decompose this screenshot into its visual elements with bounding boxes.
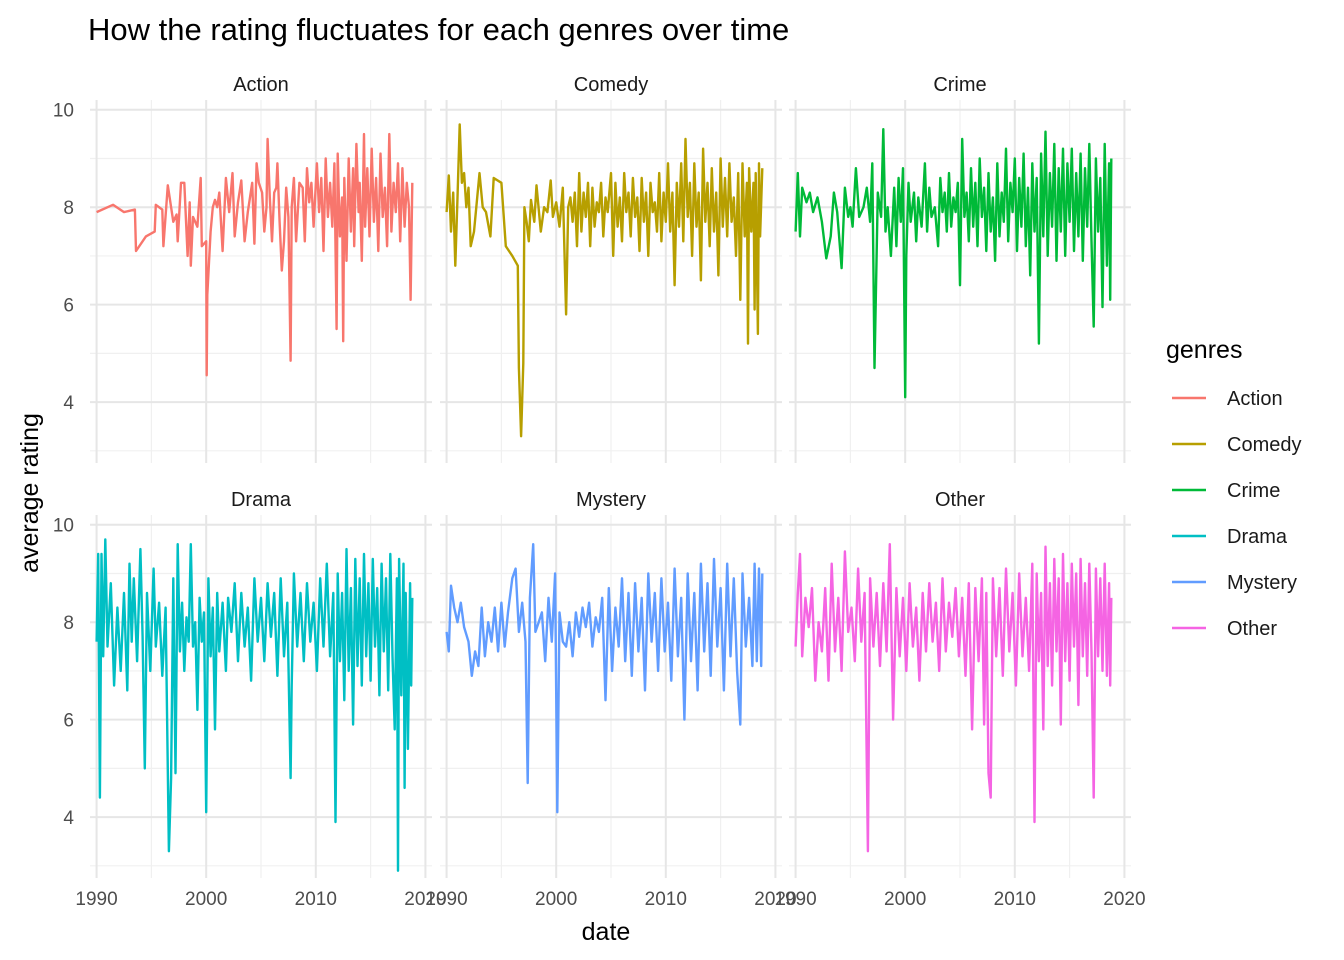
facet-strip-label: Other [935, 489, 985, 511]
facet-strip-label: Action [233, 74, 289, 96]
facet-panel-other: Other 1990 2000 2010 2020 [774, 489, 1145, 910]
legend-title: genres [1166, 336, 1242, 364]
y-tick-label: 6 [63, 711, 74, 732]
facet-strip-label: Crime [933, 74, 986, 96]
y-axis-title: average rating [16, 413, 44, 573]
legend: genres Action Comedy Crime Drama Mystery Othe… [1166, 336, 1301, 640]
x-axis-title: date [582, 918, 631, 946]
chart-title: How the rating fluctuates for each genre… [88, 12, 789, 47]
legend-item-other: Other [1172, 618, 1277, 640]
legend-item-comedy: Comedy [1172, 434, 1301, 456]
legend-label: Other [1227, 618, 1277, 640]
legend-label: Mystery [1227, 572, 1297, 594]
y-tick-label: 10 [53, 516, 74, 537]
legend-item-action: Action [1172, 388, 1283, 410]
facet-strip-label: Drama [231, 489, 292, 511]
x-tick-label: 2020 [1103, 889, 1145, 910]
facet-strip-label: Comedy [574, 74, 648, 96]
series-line-other [794, 543, 1113, 853]
facet-panels: Action 4 6 8 10 Comedy Crime Drama 4 6 8 10 1990 2000… [53, 74, 1146, 910]
legend-label: Action [1227, 388, 1283, 410]
series-line-drama [95, 538, 414, 872]
y-tick-label: 8 [63, 613, 74, 634]
x-tick-label: 2000 [185, 889, 227, 910]
x-tick-label: 2010 [645, 889, 687, 910]
series-line-comedy [445, 123, 764, 438]
legend-item-drama: Drama [1172, 526, 1288, 548]
x-tick-label: 1990 [425, 889, 467, 910]
x-tick-label: 2000 [884, 889, 926, 910]
x-tick-label: 1990 [75, 889, 117, 910]
facet-strip-label: Mystery [576, 489, 646, 511]
y-tick-label: 10 [53, 101, 74, 122]
legend-item-mystery: Mystery [1172, 572, 1297, 594]
y-tick-label: 8 [63, 198, 74, 219]
legend-label: Drama [1227, 526, 1288, 548]
x-tick-label: 2010 [295, 889, 337, 910]
legend-item-crime: Crime [1172, 480, 1280, 502]
facet-panel-mystery: Mystery 1990 2000 2010 2020 [425, 489, 796, 910]
facet-panel-action: Action 4 6 8 10 [53, 74, 432, 463]
y-tick-label: 4 [63, 808, 74, 829]
series-line-crime [794, 127, 1113, 399]
x-tick-label: 2000 [535, 889, 577, 910]
facet-panel-drama: Drama 4 6 8 10 1990 2000 2010 2020 [53, 489, 447, 910]
x-tick-label: 1990 [774, 889, 816, 910]
series-line-action [96, 132, 414, 377]
x-tick-label: 2020 [404, 889, 446, 910]
y-tick-label: 4 [63, 393, 74, 414]
series-line-mystery [445, 543, 764, 814]
facet-panel-comedy: Comedy [440, 74, 782, 463]
legend-label: Crime [1227, 480, 1280, 502]
y-tick-label: 6 [63, 296, 74, 317]
x-tick-label: 2010 [994, 889, 1036, 910]
x-tick-label: 2020 [754, 889, 796, 910]
facet-panel-crime: Crime [789, 74, 1131, 463]
legend-label: Comedy [1227, 434, 1301, 456]
